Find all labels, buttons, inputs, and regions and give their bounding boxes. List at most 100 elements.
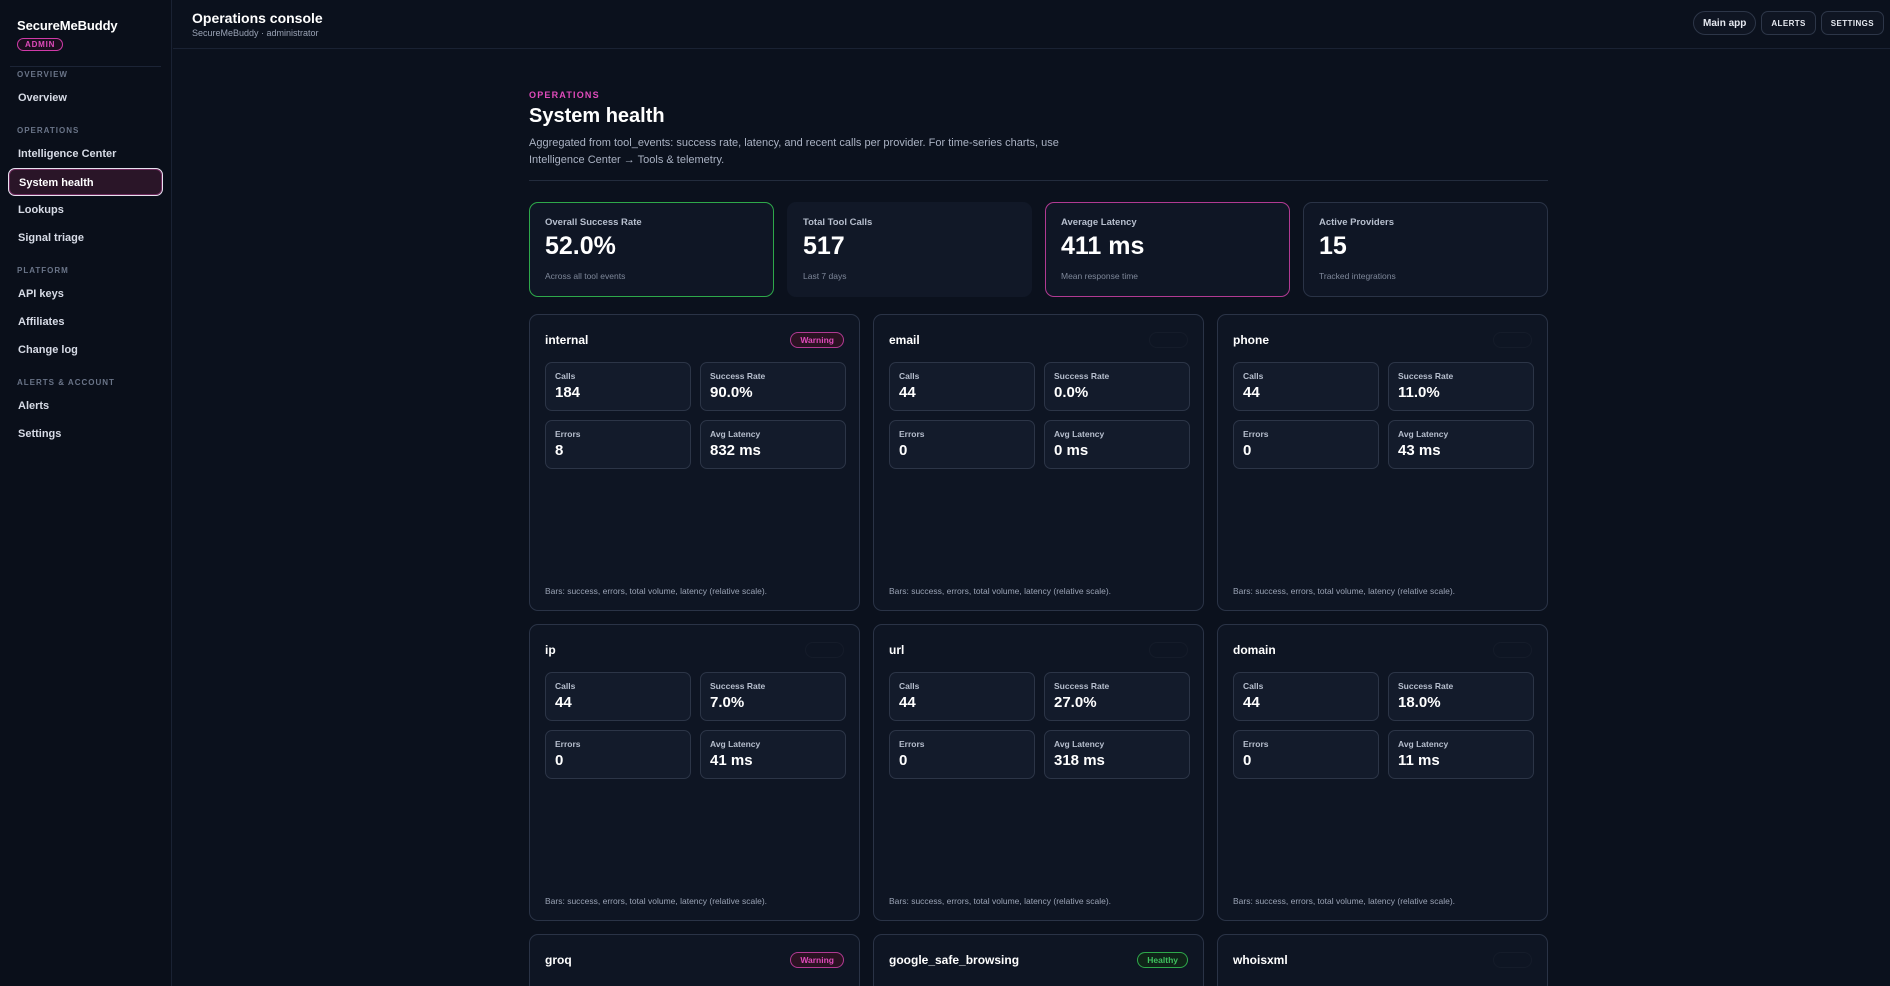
provider-name: email [889,333,920,347]
provider-name: domain [1233,643,1276,657]
metric-value: 44 [899,384,916,401]
console-subtitle: SecureMeBuddy · administrator [192,28,319,38]
provider-card-internal: internal Warning Calls 184 Success Rate 90… [529,314,860,611]
metric-value: 7.0% [710,694,745,711]
metric-value: 0.0% [1054,384,1089,401]
metric-label: Avg Latency [1398,429,1449,439]
card-footer: Bars: success, errors, total volume, lat… [1233,896,1456,906]
provider-card-domain: domain Calls 44 Success Rate 18.0% Errors 0… [1217,624,1548,921]
metric-label: Success Rate [1054,681,1110,691]
sidebar-item-api-keys[interactable]: API keys [18,288,64,300]
metric-avg-latency: Avg Latency 0 ms [1044,420,1190,469]
provider-name: phone [1233,333,1269,347]
metric-value: 27.0% [1054,694,1097,711]
metric-value: 44 [1243,384,1260,401]
kpi-sub: Across all tool events [545,271,626,281]
sidebar-item-overview[interactable]: Overview [18,92,67,104]
provider-name: google_safe_browsing [889,953,1020,967]
topbar: Operations console SecureMeBuddy · admin… [173,0,1890,49]
metric-errors: Errors 0 [889,420,1035,469]
admin-badge: ADMIN [17,38,64,51]
kpi-sub: Last 7 days [803,271,847,281]
metric-value: 90.0% [710,384,753,401]
status-badge [1493,952,1532,968]
provider-name: internal [545,333,589,347]
kpi-card-active-providers: Active Providers 15 Tracked integrations [1303,202,1548,297]
metric-label: Success Rate [1398,371,1454,381]
status-badge: Warning [790,332,844,348]
page-eyebrow: OPERATIONS [529,90,600,100]
metric-label: Success Rate [710,371,766,381]
sidebar-item-lookups[interactable]: Lookups [18,204,64,216]
sidebar-item-change-log[interactable]: Change log [18,344,78,356]
kpi-sub: Tracked integrations [1319,271,1396,281]
provider-grid: internal Warning Calls 184 Success Rate 90… [529,314,1548,986]
metric-avg-latency: Avg Latency 832 ms [700,420,846,469]
kpi-card-total-calls: Total Tool Calls 517 Last 7 days [787,202,1032,297]
provider-name: whoisxml [1233,953,1288,967]
sidebar-section-operations: OPERATIONS [17,126,80,135]
status-badge [805,642,844,658]
settings-button[interactable]: SETTINGS [1820,11,1884,35]
sidebar-item-signal-triage[interactable]: Signal triage [18,232,85,244]
status-badge: Warning [790,952,844,968]
metric-errors: Errors 0 [889,730,1035,779]
metric-errors: Errors 0 [1233,420,1379,469]
metric-value: 832 ms [710,442,761,459]
alerts-button[interactable]: ALERTS [1761,11,1816,35]
sidebar-item-system-health[interactable]: System health [8,168,163,196]
metric-success-rate: Success Rate 7.0% [700,672,846,721]
sidebar-item-alerts[interactable]: Alerts [18,400,50,412]
sidebar-item-affiliates[interactable]: Affiliates [18,316,65,328]
metric-label: Success Rate [710,681,766,691]
metric-label: Errors [899,739,925,749]
sidebar-item-intelligence-center[interactable]: Intelligence Center [18,148,117,160]
kpi-sub: Mean response time [1061,271,1139,281]
metric-calls: Calls 44 [889,362,1035,411]
status-badge [1493,332,1532,348]
metric-value: 8 [555,442,564,459]
sidebar-section-alerts-account: ALERTS & ACCOUNT [17,378,115,387]
kpi-card-success-rate: Overall Success Rate 52.0% Across all to… [529,202,774,297]
provider-name: ip [545,643,556,657]
main-app-button[interactable]: Main app [1693,11,1757,35]
provider-name: groq [545,953,572,967]
provider-card-phone: phone Calls 44 Success Rate 11.0% Errors 0 … [1217,314,1548,611]
metric-label: Calls [555,681,576,691]
kpi-row: Overall Success Rate 52.0% Across all to… [529,202,1548,297]
metric-value: 0 ms [1054,442,1089,459]
metric-label: Success Rate [1054,371,1110,381]
metric-calls: Calls 44 [545,672,691,721]
console-title: Operations console [192,10,323,26]
metric-label: Avg Latency [1398,739,1449,749]
kpi-label: Active Providers [1319,217,1394,228]
status-badge: Healthy [1137,952,1188,968]
metric-label: Avg Latency [1054,429,1105,439]
kpi-label: Total Tool Calls [803,217,873,228]
metric-value: 0 [555,752,564,769]
metric-label: Avg Latency [1054,739,1105,749]
page-description: Aggregated from tool_events: success rat… [529,137,1059,166]
brand-name[interactable]: SecureMeBuddy [17,18,118,33]
sidebar-section-overview: OVERVIEW [17,70,68,79]
status-badge [1149,332,1188,348]
sidebar-item-settings[interactable]: Settings [18,428,62,440]
metric-label: Calls [1243,681,1264,691]
metric-avg-latency: Avg Latency 41 ms [700,730,846,779]
metric-label: Success Rate [1398,681,1454,691]
provider-name: url [889,643,905,657]
card-footer: Bars: success, errors, total volume, lat… [889,896,1112,906]
metric-value: 11.0% [1398,384,1440,401]
kpi-value: 411 ms [1061,232,1145,260]
sidebar-section-platform: PLATFORM [17,266,69,275]
metric-label: Errors [555,429,581,439]
metric-success-rate: Success Rate 18.0% [1388,672,1534,721]
metric-value: 44 [899,694,916,711]
metric-value: 184 [555,384,581,401]
card-footer: Bars: success, errors, total volume, lat… [545,896,768,906]
page-title: System health [529,105,665,127]
sidebar-divider [10,66,161,67]
metric-avg-latency: Avg Latency 43 ms [1388,420,1534,469]
kpi-label: Average Latency [1061,217,1137,228]
main-content: OPERATIONS System health Aggregated from… [529,90,1548,986]
